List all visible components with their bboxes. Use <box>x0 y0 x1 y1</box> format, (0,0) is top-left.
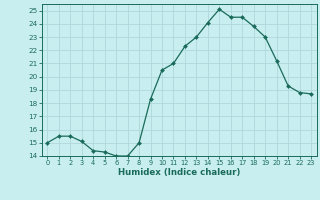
X-axis label: Humidex (Indice chaleur): Humidex (Indice chaleur) <box>118 168 240 177</box>
